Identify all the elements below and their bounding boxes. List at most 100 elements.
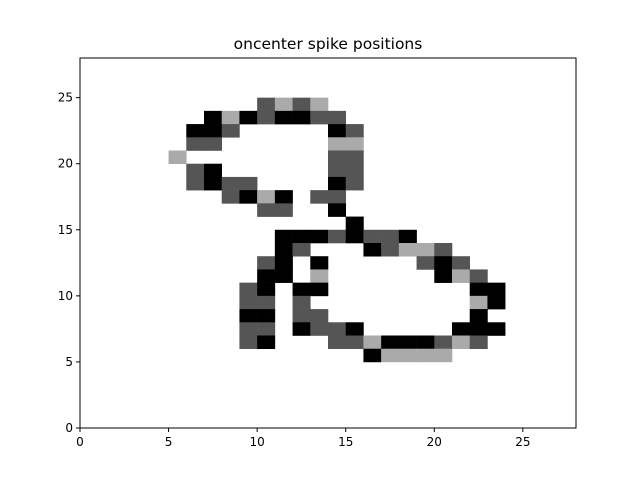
- heatmap-cell: [345, 216, 364, 231]
- x-tick-label: 15: [338, 435, 353, 449]
- heatmap-cell: [186, 124, 205, 138]
- heatmap-cell: [257, 322, 276, 336]
- heatmap-cell: [204, 137, 223, 151]
- heatmap-cell: [292, 322, 311, 336]
- heatmap-cells: [168, 97, 506, 363]
- heatmap-cell: [381, 335, 400, 350]
- heatmap-cell: [292, 97, 311, 112]
- heatmap-cell: [469, 309, 488, 323]
- y-tick-label: 0: [65, 421, 73, 435]
- heatmap-cell: [257, 282, 276, 297]
- heatmap-cell: [310, 309, 329, 323]
- heatmap-cell: [345, 137, 364, 151]
- heatmap-cell: [416, 348, 435, 363]
- heatmap-cell: [274, 269, 293, 283]
- heatmap-cell: [398, 243, 417, 257]
- plot-frame: [79, 57, 577, 429]
- heatmap-cell: [469, 282, 488, 297]
- heatmap-cell: [186, 163, 205, 178]
- heatmap-cell: [434, 269, 453, 283]
- heatmap-cell: [398, 348, 417, 363]
- heatmap-cell: [257, 110, 276, 125]
- heatmap-cell: [452, 335, 471, 350]
- heatmap-cell: [328, 163, 347, 178]
- heatmap-cell: [345, 176, 364, 191]
- heatmap-cell: [363, 348, 382, 363]
- heatmap-cell: [328, 150, 347, 165]
- heatmap-cell: [469, 322, 488, 336]
- x-tick-label: 10: [250, 435, 265, 449]
- x-tick-label: 5: [165, 435, 173, 449]
- heatmap-cell: [345, 150, 364, 165]
- heatmap-cell: [274, 256, 293, 270]
- x-tick-label: 0: [76, 435, 84, 449]
- heatmap-cell: [328, 176, 347, 191]
- heatmap-cell: [310, 322, 329, 336]
- heatmap-cell: [274, 203, 293, 217]
- heatmap-cell: [416, 335, 435, 350]
- heatmap-cell: [398, 229, 417, 244]
- heatmap-cell: [381, 348, 400, 363]
- heatmap-cell: [239, 322, 258, 336]
- heatmap-cell: [239, 309, 258, 323]
- heatmap-cell: [345, 335, 364, 350]
- heatmap-cell: [186, 137, 205, 151]
- chart-title: oncenter spike positions: [234, 35, 423, 53]
- heatmap-cell: [345, 229, 364, 244]
- heatmap-cell: [487, 295, 506, 310]
- heatmap-cell: [452, 322, 471, 336]
- heatmap-cell: [328, 137, 347, 151]
- heatmap-cell: [292, 282, 311, 297]
- heatmap-cell: [452, 256, 471, 270]
- heatmap-cell: [487, 322, 506, 336]
- heatmap-cell: [469, 295, 488, 310]
- y-tick-label: 10: [58, 289, 73, 303]
- heatmap-cell: [328, 124, 347, 138]
- x-tick-label: 20: [427, 435, 442, 449]
- heatmap-cell: [239, 110, 258, 125]
- heatmap-cell: [292, 229, 311, 244]
- y-tick-label: 15: [58, 223, 73, 237]
- heatmap-cell: [398, 335, 417, 350]
- heatmap-cell: [186, 176, 205, 191]
- y-tick-label: 20: [58, 157, 73, 171]
- heatmap-cell: [434, 256, 453, 270]
- heatmap-cell: [239, 295, 258, 310]
- heatmap-cell: [274, 190, 293, 204]
- y-axis: 0 5 10 15 20 25: [58, 91, 80, 435]
- y-tick-label: 25: [58, 91, 73, 105]
- heatmap-cell: [328, 229, 347, 244]
- heatmap-cell: [328, 190, 347, 204]
- heatmap-cell: [363, 229, 382, 244]
- heatmap-cell: [469, 335, 488, 350]
- heatmap-cell: [434, 335, 453, 350]
- heatmap-cell: [434, 243, 453, 257]
- heatmap-cell: [239, 176, 258, 191]
- heatmap-cell: [204, 176, 223, 191]
- heatmap-cell: [328, 110, 347, 125]
- heatmap-cell: [328, 203, 347, 217]
- heatmap-cell: [292, 309, 311, 323]
- heatmap-cell: [257, 309, 276, 323]
- heatmap-cell: [274, 97, 293, 112]
- heatmap-cell: [204, 163, 223, 178]
- heatmap-cell: [310, 256, 329, 270]
- heatmap-cell: [487, 282, 506, 297]
- heatmap-cell: [416, 243, 435, 257]
- heatmap-cell: [310, 229, 329, 244]
- heatmap-cell: [469, 269, 488, 283]
- heatmap-cell: [328, 322, 347, 336]
- heatmap-cell: [221, 176, 240, 191]
- heatmap-cell: [257, 295, 276, 310]
- heatmap-cell: [274, 243, 293, 257]
- heatmap-cell: [310, 282, 329, 297]
- heatmap-cell: [239, 282, 258, 297]
- heatmap-cell: [274, 229, 293, 244]
- heatmap-cell: [292, 243, 311, 257]
- heatmap-cell: [204, 124, 223, 138]
- heatmap-cell: [310, 110, 329, 125]
- heatmap-cell: [257, 97, 276, 112]
- heatmap-cell: [363, 335, 382, 350]
- heatmap-cell: [416, 256, 435, 270]
